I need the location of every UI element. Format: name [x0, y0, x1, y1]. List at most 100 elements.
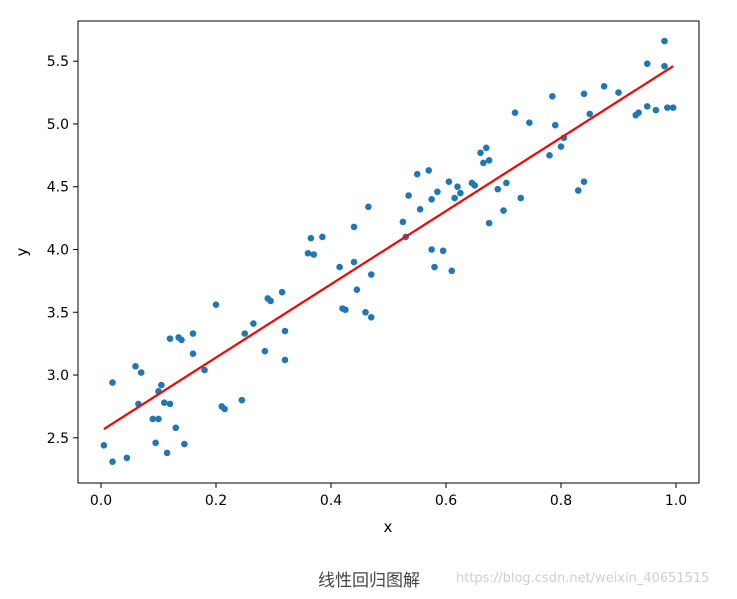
data-point [149, 415, 157, 423]
y-tick-label: 3.5 [47, 305, 69, 321]
data-point [664, 104, 671, 111]
data-point [580, 178, 588, 185]
data-point [152, 439, 159, 447]
data-point [451, 194, 458, 202]
data-point [431, 263, 438, 271]
data-point [557, 143, 565, 150]
x-axis-label: x [384, 518, 393, 536]
data-point [261, 347, 269, 355]
data-point [517, 194, 525, 202]
data-point [178, 336, 185, 344]
y-tick-label: 3.0 [47, 368, 69, 384]
data-point [413, 170, 421, 178]
data-point [494, 185, 502, 193]
data-point [365, 203, 372, 211]
data-point [158, 381, 165, 389]
data-point [319, 233, 326, 241]
y-tick-label: 5.0 [47, 117, 69, 133]
x-tick-label: 0.6 [435, 493, 457, 509]
data-point [172, 424, 180, 432]
data-point [241, 330, 249, 337]
data-point [109, 379, 116, 386]
data-point [477, 149, 484, 157]
data-point [367, 271, 375, 278]
data-point [221, 405, 228, 413]
data-point [471, 182, 479, 189]
figure-caption: 线性回归图解 [318, 571, 420, 591]
y-tick-label: 2.5 [47, 431, 69, 447]
data-point [500, 207, 507, 214]
data-point [503, 179, 510, 187]
data-point [353, 286, 361, 293]
x-tick-label: 0.4 [320, 493, 342, 509]
data-point [615, 89, 622, 96]
data-point [549, 93, 556, 100]
data-point [362, 308, 369, 316]
data-point [448, 267, 456, 275]
data-point [399, 218, 407, 226]
data-point [201, 366, 208, 374]
data-point [643, 60, 651, 67]
data-point [281, 327, 289, 335]
data-point [661, 37, 668, 45]
data-point [480, 159, 487, 167]
data-point [189, 330, 197, 337]
data-point [336, 263, 343, 271]
data-point [155, 415, 162, 423]
x-tick-label: 0.2 [205, 493, 227, 509]
y-tick-label: 5.5 [47, 54, 69, 70]
x-tick-label: 0.8 [550, 493, 572, 509]
data-point [166, 335, 174, 342]
data-point [551, 121, 559, 129]
data-point [485, 219, 493, 227]
data-point [600, 82, 608, 90]
data-point [428, 195, 435, 203]
data-point [189, 350, 197, 357]
data-point [367, 313, 375, 321]
data-point [109, 458, 116, 465]
data-point [212, 301, 220, 309]
data-point [304, 249, 312, 257]
data-point [511, 109, 519, 116]
data-point [526, 119, 533, 126]
data-point [342, 306, 349, 314]
tick-marks [73, 60, 677, 488]
data-point [439, 247, 447, 255]
data-point [546, 152, 553, 159]
y-tick-label: 4.5 [47, 180, 69, 196]
x-tick-label: 0.0 [90, 493, 112, 509]
tick-labels: 0.0 0.2 0.4 0.6 0.8 1.0 2.5 3.0 3.5 4.0 4.5 5.0 5.5 [47, 54, 687, 509]
data-point [310, 251, 318, 258]
data-points [100, 37, 677, 465]
data-point [454, 183, 461, 191]
data-point [428, 246, 435, 253]
data-point [132, 362, 139, 370]
data-point [643, 103, 651, 110]
data-point [434, 188, 441, 196]
data-point [661, 62, 668, 70]
data-point [307, 234, 315, 242]
data-point [485, 157, 493, 164]
data-point [457, 189, 464, 197]
watermark: https://blog.csdn.net/weixin_40651515 [456, 571, 710, 586]
data-point [574, 187, 582, 194]
data-point [405, 192, 412, 199]
data-point [160, 399, 168, 406]
y-tick-label: 4.0 [47, 242, 69, 258]
data-point [267, 297, 274, 305]
regression-line-group [103, 65, 674, 430]
y-axis-label: y [13, 247, 31, 256]
data-point [669, 104, 677, 111]
data-point [163, 449, 171, 457]
data-point [281, 356, 289, 364]
data-point [350, 258, 358, 266]
data-point [635, 109, 642, 116]
data-point [425, 167, 433, 174]
data-point [250, 320, 257, 327]
data-point [586, 110, 594, 118]
data-point [482, 144, 490, 152]
data-point [166, 400, 174, 408]
data-point [123, 454, 131, 462]
data-point [278, 288, 286, 296]
